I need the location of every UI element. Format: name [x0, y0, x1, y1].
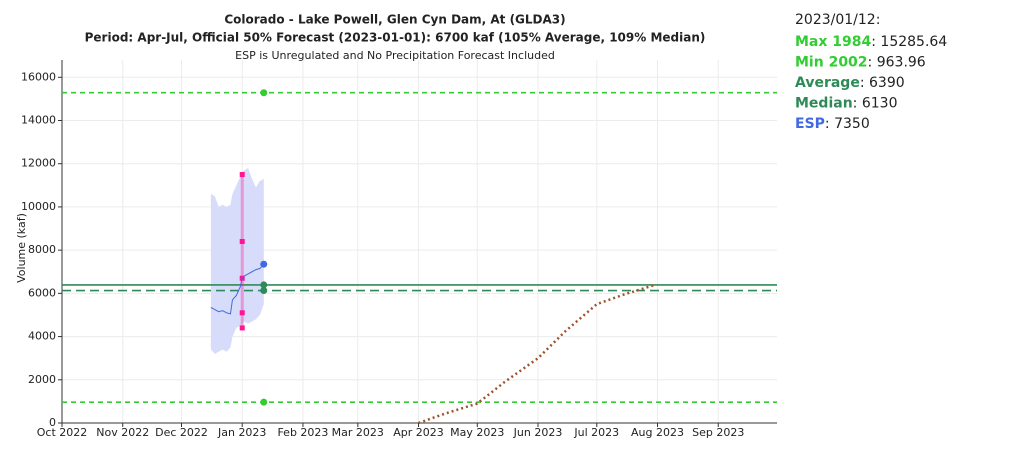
legend-name: Max 1984	[795, 34, 872, 50]
legend-separator: :	[868, 55, 877, 71]
legend-entry: ESP: 7350	[795, 116, 870, 132]
x-tick-label: May 2023	[450, 426, 504, 439]
y-tick-label: 2000	[28, 373, 56, 386]
legend-separator: :	[825, 116, 834, 132]
legend-entry: Median: 6130	[795, 96, 897, 112]
legend-separator: :	[871, 34, 880, 50]
y-tick-label: 6000	[28, 286, 56, 299]
x-tick-label: Apr 2023	[393, 426, 444, 439]
legend-name: ESP	[795, 116, 825, 132]
forecast-marker	[239, 310, 245, 316]
y-axis-label: Volume (kaf)	[15, 213, 28, 283]
x-tick-label: Feb 2023	[277, 426, 328, 439]
x-tick-label: Nov 2022	[96, 426, 149, 439]
y-tick-label: 4000	[28, 330, 56, 343]
x-tick-label: Mar 2023	[332, 426, 384, 439]
legend-value: 7350	[834, 116, 870, 132]
reference-dot	[260, 89, 268, 97]
observed-line	[418, 283, 656, 425]
x-tick-label: Aug 2023	[631, 426, 684, 439]
x-tick-label: Oct 2022	[37, 426, 88, 439]
reference-dot	[260, 281, 268, 289]
legend-entry: Max 1984: 15285.64	[795, 34, 947, 50]
chart-title: Colorado - Lake Powell, Glen Cyn Dam, At…	[224, 13, 565, 27]
y-tick-label: 14000	[21, 114, 56, 127]
legend-name: Average	[795, 75, 860, 91]
legend-value: 963.96	[877, 55, 926, 71]
esp-band	[210, 168, 264, 354]
legend-name: Median	[795, 96, 853, 112]
legend-separator: :	[860, 75, 869, 91]
forecast-marker	[239, 239, 245, 244]
x-tick-label: Dec 2022	[155, 426, 208, 439]
y-tick-label: 12000	[21, 157, 56, 170]
legend-value: 6390	[869, 75, 905, 91]
legend-name: Min 2002	[795, 55, 868, 71]
chart-note: ESP is Unregulated and No Precipitation …	[235, 49, 555, 62]
reference-dot	[260, 287, 268, 295]
reference-dot	[260, 398, 268, 406]
x-tick-label: Jul 2023	[573, 426, 619, 439]
forecast-marker	[239, 172, 245, 178]
y-tick-label: 0	[49, 416, 56, 429]
y-tick-label: 10000	[21, 200, 56, 213]
x-tick-label: Sep 2023	[692, 426, 744, 439]
legend-separator: :	[853, 96, 862, 112]
chart-subtitle: Period: Apr-Jul, Official 50% Forecast (…	[85, 31, 706, 45]
forecast-range	[240, 174, 244, 328]
forecast-marker	[239, 325, 245, 331]
legend-value: 6130	[862, 96, 898, 112]
y-tick-label: 8000	[28, 243, 56, 256]
y-tick-label: 16000	[21, 70, 56, 83]
legend-value: 15285.64	[880, 34, 947, 50]
legend-date: 2023/01/12:	[795, 12, 880, 28]
x-tick-label: Jan 2023	[217, 426, 266, 439]
x-tick-label: Jun 2023	[513, 426, 563, 439]
legend-entry: Min 2002: 963.96	[795, 55, 926, 71]
legend-entry: Average: 6390	[795, 75, 905, 91]
esp-dot	[260, 260, 268, 268]
esp-line	[210, 263, 265, 315]
